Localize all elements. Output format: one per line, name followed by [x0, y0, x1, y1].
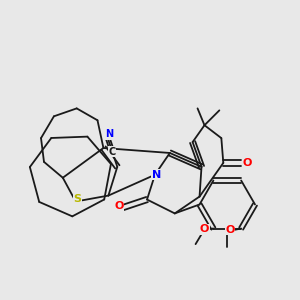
Text: C: C: [109, 147, 116, 157]
Text: O: O: [242, 158, 252, 168]
Text: O: O: [200, 224, 209, 234]
Text: O: O: [114, 201, 124, 211]
Text: O: O: [226, 225, 235, 235]
Text: N: N: [152, 170, 161, 180]
Text: S: S: [73, 194, 81, 203]
Text: N: N: [105, 129, 113, 139]
